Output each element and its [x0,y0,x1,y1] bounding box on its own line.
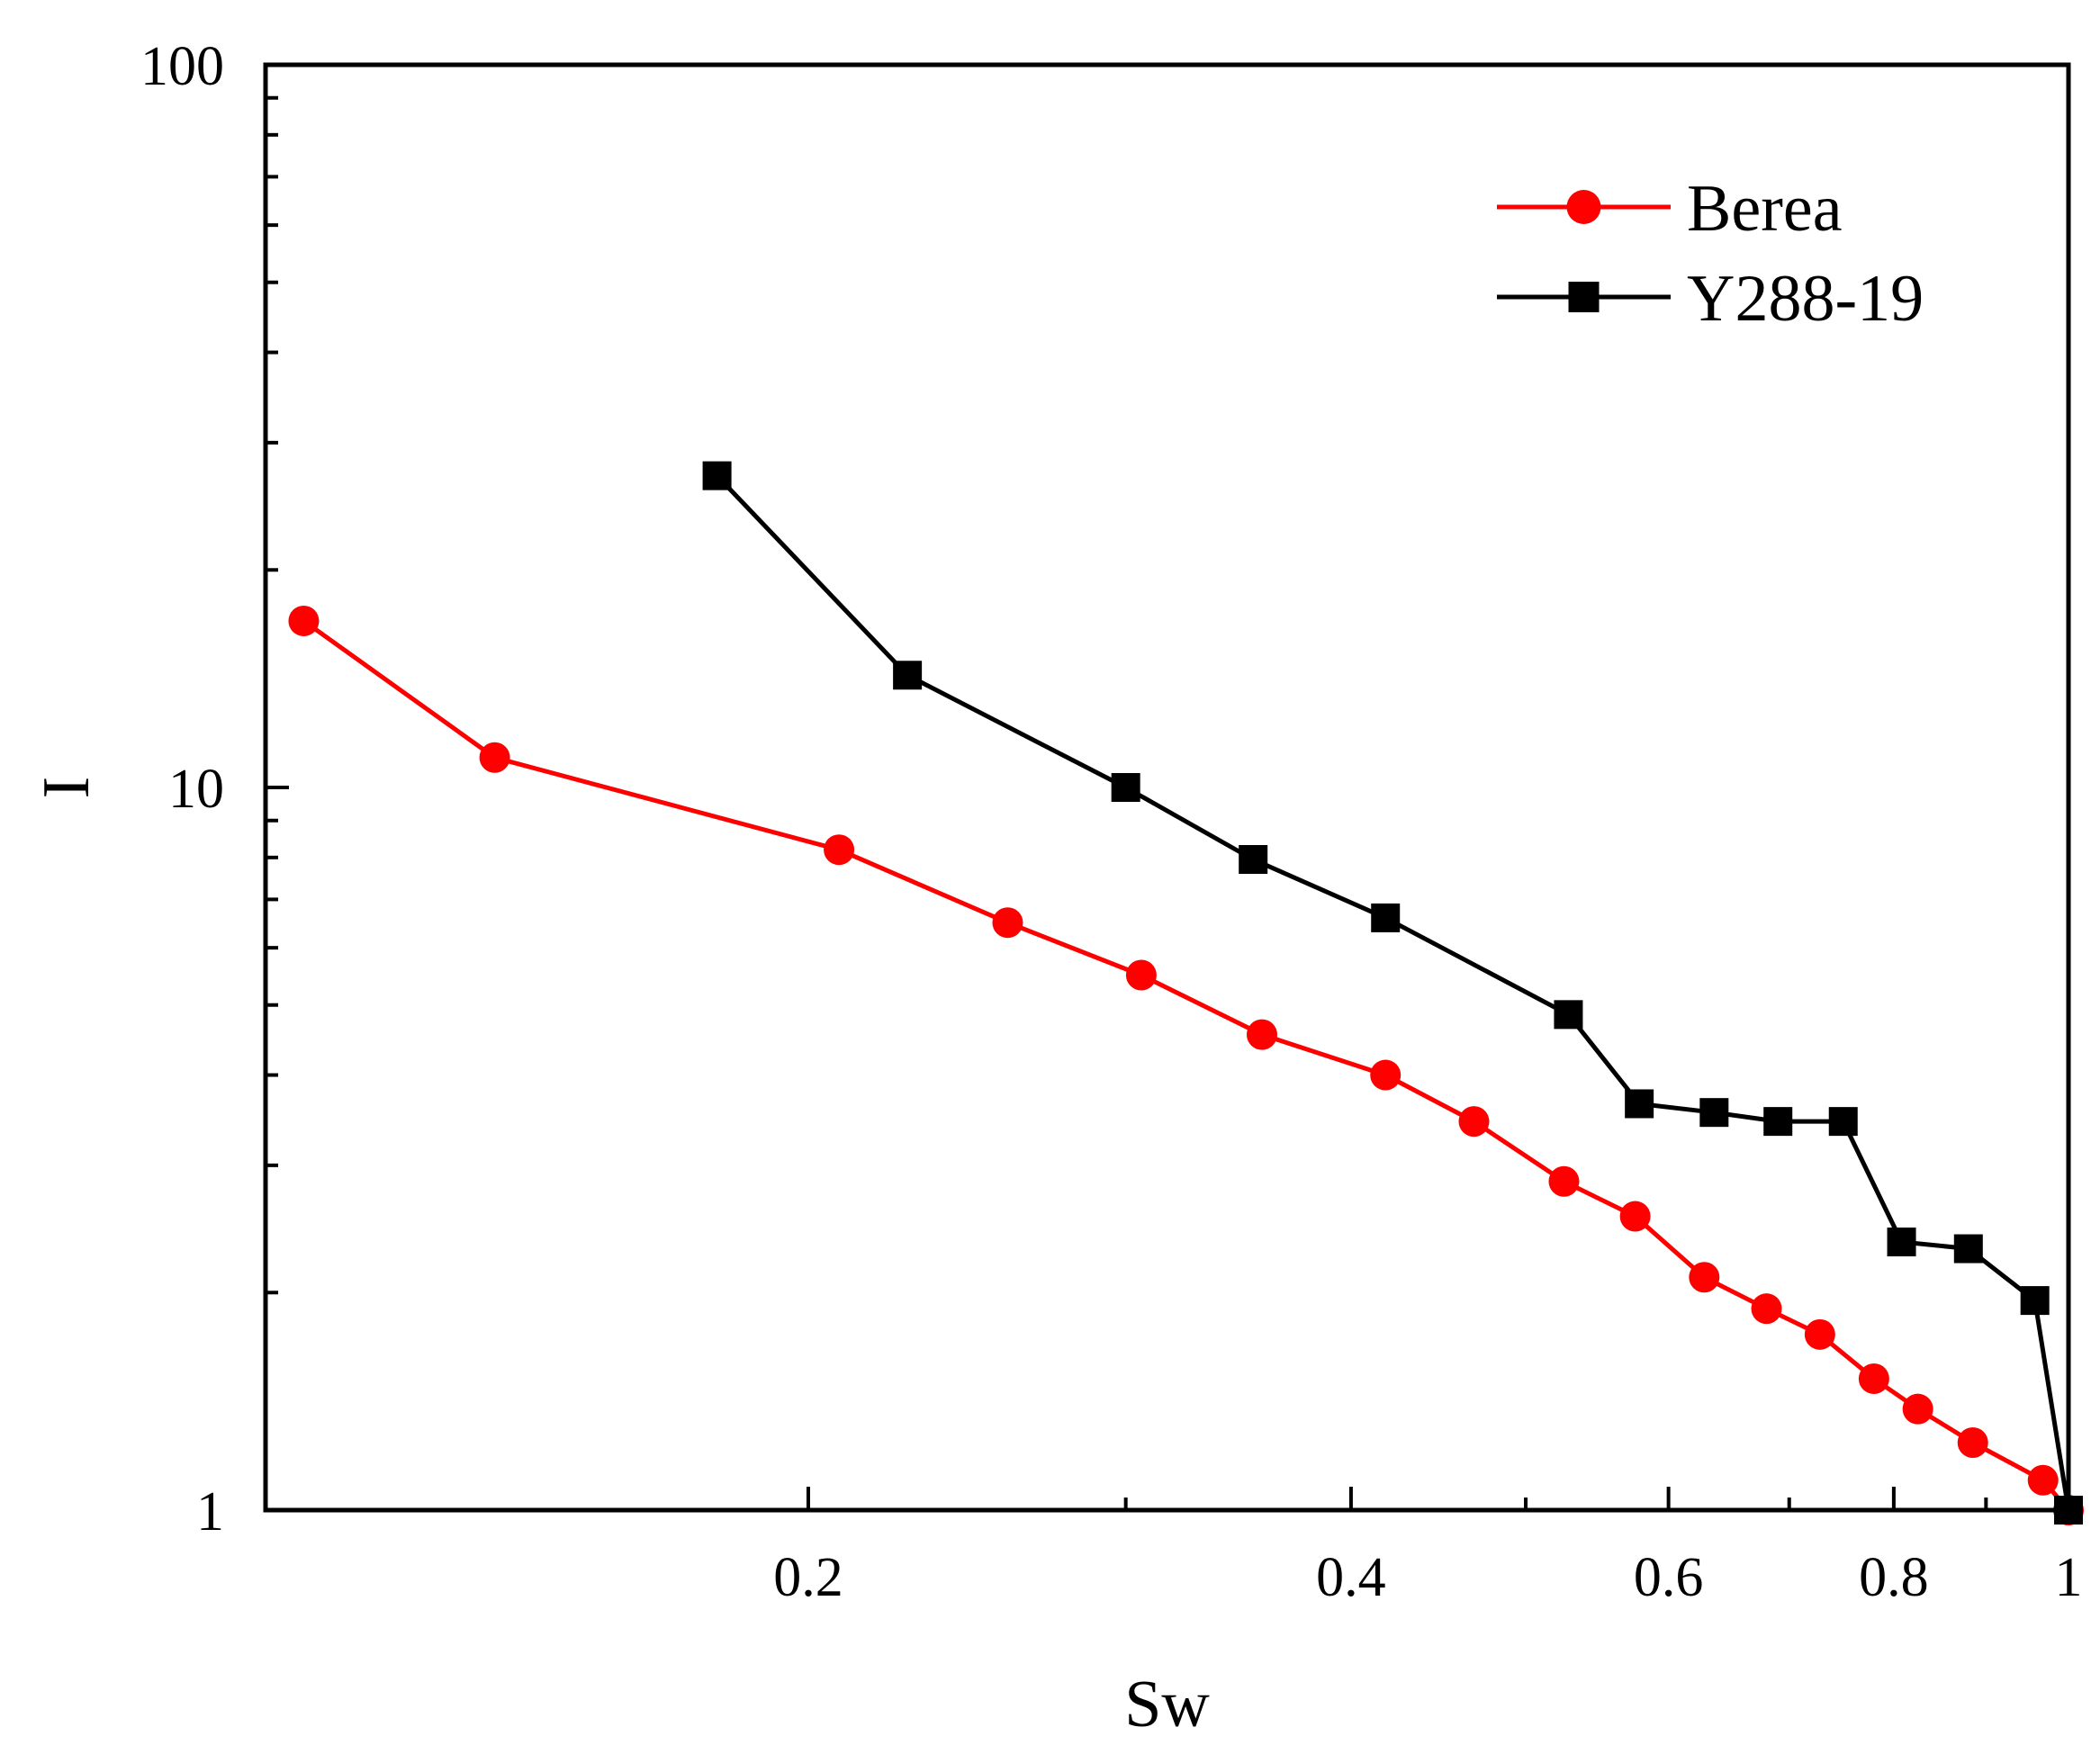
x-tick-label: 0.8 [1859,1547,1929,1608]
y-tick-label: 1 [196,1481,224,1543]
data-point-berea [1804,1318,1835,1350]
data-point-y288-19 [1763,1107,1793,1137]
x-tick-label: 1 [2055,1547,2083,1608]
y-tick-label: 100 [140,36,224,97]
data-point-berea [1370,1059,1402,1091]
data-point-berea [2027,1464,2059,1496]
data-point-y288-19 [1371,903,1401,932]
legend: Berea Y288-19 [1497,172,1924,336]
x-axis-title: Sw [1124,1668,1210,1741]
data-point-berea [992,907,1023,939]
legend-marker-y288-19 [1568,282,1600,312]
y-tick-label: 10 [168,759,224,820]
data-point-y288-19 [1554,1000,1583,1030]
data-point-berea [479,742,510,773]
data-point-berea [288,605,320,636]
data-point-berea [824,834,855,866]
data-point-y288-19 [1887,1228,1916,1257]
data-point-berea [1246,1019,1277,1050]
data-point-berea [1458,1106,1490,1138]
data-point-berea [1957,1426,1988,1458]
data-point-y288-19 [1828,1107,1858,1137]
data-point-y288-19 [1953,1234,1983,1264]
data-point-berea [1619,1201,1651,1232]
data-point-berea [1751,1293,1782,1325]
data-point-berea [1902,1393,1933,1425]
data-point-y288-19 [2020,1286,2050,1316]
x-tick-label: 0.6 [1634,1547,1704,1608]
plot-area-frame [263,62,2071,1513]
data-point-berea [1858,1363,1889,1394]
legend-label-y288-19: Y288-19 [1687,262,1924,336]
legend-marker-berea [1566,190,1601,224]
data-point-berea [1125,959,1157,991]
tick-labels: 0.2 0.4 0.6 0.8 1 1 10 100 [140,36,2083,1608]
series-layer [288,461,2084,1525]
data-point-y288-19 [1239,845,1268,875]
data-point-y288-19 [1111,773,1140,802]
data-point-y288-19 [702,461,732,490]
legend-label-berea: Berea [1687,172,1843,246]
data-point-berea [1548,1165,1580,1197]
x-tick-label: 0.4 [1316,1547,1386,1608]
data-point-y288-19 [893,661,923,690]
data-point-y288-19 [1699,1098,1729,1128]
y-axis-title: I [30,777,104,799]
data-point-berea [1689,1262,1720,1293]
x-tick-label: 0.2 [773,1547,843,1608]
data-point-y288-19 [1625,1089,1654,1119]
